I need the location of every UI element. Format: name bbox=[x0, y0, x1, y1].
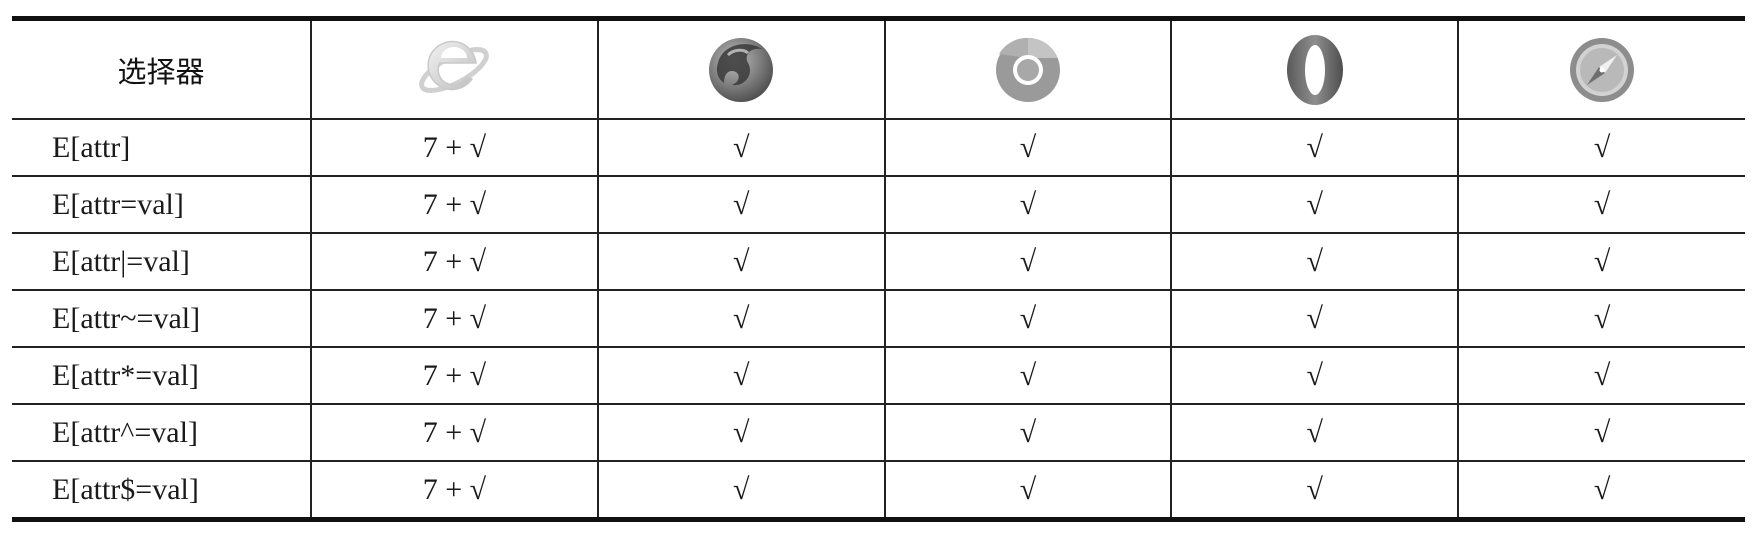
browser-support-table-container: 选择器 bbox=[12, 16, 1745, 522]
safari-support-cell: √ bbox=[1458, 233, 1745, 290]
table-row: E[attr^=val] 7 + √ √ √ √ √ bbox=[12, 404, 1745, 461]
chrome-support-cell: √ bbox=[885, 176, 1172, 233]
browser-support-table: 选择器 bbox=[12, 16, 1745, 522]
opera-support-cell: √ bbox=[1171, 404, 1458, 461]
selector-cell: E[attr] bbox=[12, 119, 311, 176]
safari-support-cell: √ bbox=[1458, 176, 1745, 233]
chrome-support-cell: √ bbox=[885, 290, 1172, 347]
ie-support-cell: 7 + √ bbox=[311, 347, 598, 404]
safari-column-header bbox=[1458, 19, 1745, 120]
firefox-support-cell: √ bbox=[598, 290, 885, 347]
firefox-support-cell: √ bbox=[598, 404, 885, 461]
table-row: E[attr|=val] 7 + √ √ √ √ √ bbox=[12, 233, 1745, 290]
table-row: E[attr*=val] 7 + √ √ √ √ √ bbox=[12, 347, 1745, 404]
ie-support-cell: 7 + √ bbox=[311, 176, 598, 233]
safari-icon bbox=[1565, 33, 1639, 107]
header-row: 选择器 bbox=[12, 19, 1745, 120]
table-row: E[attr] 7 + √ √ √ √ √ bbox=[12, 119, 1745, 176]
ie-support-cell: 7 + √ bbox=[311, 461, 598, 520]
chrome-column-header bbox=[885, 19, 1172, 120]
selector-column-header: 选择器 bbox=[12, 19, 311, 120]
safari-support-cell: √ bbox=[1458, 461, 1745, 520]
firefox-support-cell: √ bbox=[598, 176, 885, 233]
selector-cell: E[attr^=val] bbox=[12, 404, 311, 461]
ie-support-cell: 7 + √ bbox=[311, 119, 598, 176]
table-row: E[attr=val] 7 + √ √ √ √ √ bbox=[12, 176, 1745, 233]
table-row: E[attr$=val] 7 + √ √ √ √ √ bbox=[12, 461, 1745, 520]
opera-support-cell: √ bbox=[1171, 233, 1458, 290]
internet-explorer-icon bbox=[414, 33, 494, 107]
opera-support-cell: √ bbox=[1171, 347, 1458, 404]
selector-cell: E[attr~=val] bbox=[12, 290, 311, 347]
chrome-icon bbox=[991, 33, 1065, 107]
safari-support-cell: √ bbox=[1458, 347, 1745, 404]
opera-support-cell: √ bbox=[1171, 461, 1458, 520]
selector-cell: E[attr$=val] bbox=[12, 461, 311, 520]
safari-support-cell: √ bbox=[1458, 290, 1745, 347]
firefox-column-header bbox=[598, 19, 885, 120]
opera-icon bbox=[1283, 32, 1347, 108]
safari-support-cell: √ bbox=[1458, 119, 1745, 176]
chrome-support-cell: √ bbox=[885, 404, 1172, 461]
table-row: E[attr~=val] 7 + √ √ √ √ √ bbox=[12, 290, 1745, 347]
ie-support-cell: 7 + √ bbox=[311, 233, 598, 290]
opera-support-cell: √ bbox=[1171, 290, 1458, 347]
opera-support-cell: √ bbox=[1171, 176, 1458, 233]
ie-column-header bbox=[311, 19, 598, 120]
chrome-support-cell: √ bbox=[885, 233, 1172, 290]
ie-support-cell: 7 + √ bbox=[311, 290, 598, 347]
firefox-support-cell: √ bbox=[598, 233, 885, 290]
firefox-support-cell: √ bbox=[598, 461, 885, 520]
selector-cell: E[attr=val] bbox=[12, 176, 311, 233]
firefox-support-cell: √ bbox=[598, 119, 885, 176]
chrome-support-cell: √ bbox=[885, 461, 1172, 520]
firefox-icon bbox=[704, 33, 778, 107]
ie-support-cell: 7 + √ bbox=[311, 404, 598, 461]
chrome-support-cell: √ bbox=[885, 119, 1172, 176]
safari-support-cell: √ bbox=[1458, 404, 1745, 461]
opera-support-cell: √ bbox=[1171, 119, 1458, 176]
chrome-support-cell: √ bbox=[885, 347, 1172, 404]
firefox-support-cell: √ bbox=[598, 347, 885, 404]
opera-column-header bbox=[1171, 19, 1458, 120]
selector-cell: E[attr|=val] bbox=[12, 233, 311, 290]
selector-cell: E[attr*=val] bbox=[12, 347, 311, 404]
